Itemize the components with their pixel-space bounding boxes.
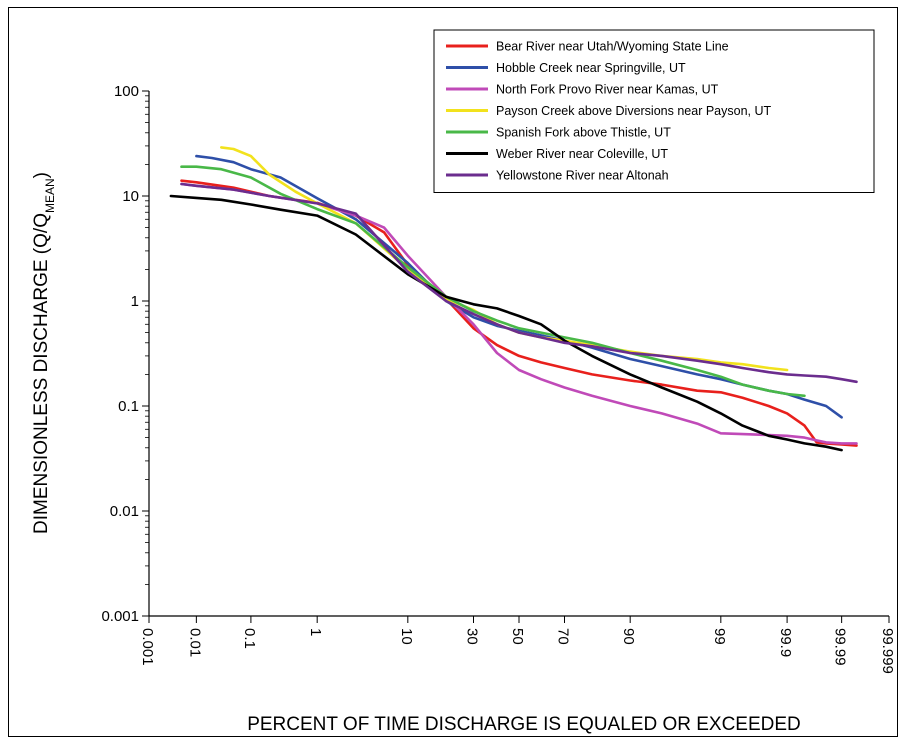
series-line-5: [180, 165, 806, 398]
legend-label: North Fork Provo River near Kamas, UT: [496, 83, 719, 97]
y-tick-label: 10: [122, 188, 139, 205]
x-tick-label: 10: [398, 628, 415, 645]
legend-label: Payson Creek above Diversions near Payso…: [496, 104, 771, 118]
series-line-6: [169, 194, 843, 452]
x-tick-label: 0.1: [241, 628, 258, 649]
legend-label: Hobble Creek near Springville, UT: [496, 61, 686, 75]
y-axis-title-main: DIMENSIONLESS DISCHARGE (Q/Q: [31, 213, 52, 534]
x-tick-label: 99.999: [879, 628, 896, 674]
x-tick-label: 50: [509, 628, 526, 645]
x-tick-label: 30: [464, 628, 481, 645]
series-layer: [169, 146, 858, 452]
legend-label: Weber River near Coleville, UT: [496, 147, 668, 161]
y-tick-label: 0.01: [110, 503, 139, 520]
series-line-1: [180, 179, 858, 447]
y-tick-label: 100: [114, 83, 139, 100]
y-axis-title: DIMENSIONLESS DISCHARGE (Q/QMEAN): [31, 172, 57, 534]
y-tick-label: 1: [131, 293, 139, 310]
legend-label: Yellowstone River near Altonah: [496, 169, 669, 183]
series-line-2: [195, 154, 843, 419]
legend-label: Bear River near Utah/Wyoming State Line: [496, 40, 729, 54]
discharge-duration-chart: 0.001 0.01 0.1 1 10 100 0.001 0.01 0.1 1 10 30 50 70 9…: [31, 29, 896, 735]
x-tick-label: 90: [620, 628, 637, 645]
legend-box: [433, 29, 875, 193]
series-line-3: [180, 182, 858, 445]
legend: Bear River near Utah/Wyoming State Line H…: [433, 29, 875, 193]
x-tick-label: 70: [554, 628, 571, 645]
series-line-7: [180, 182, 858, 384]
axes: 0.001 0.01 0.1 1 10 100 0.001 0.01 0.1 1 10 30 50 70 9…: [101, 83, 896, 674]
y-axis-title-subscript: MEAN: [43, 178, 57, 213]
y-axis-title-end: ): [31, 172, 52, 178]
legend-label: Spanish Fork above Thistle, UT: [496, 126, 671, 140]
y-tick-label: 0.001: [101, 608, 139, 625]
y-tick-label: 0.1: [118, 398, 139, 415]
x-tick-label: 0.01: [186, 628, 203, 657]
x-tick-label: 99.9: [777, 628, 794, 657]
x-tick-label: 1: [307, 628, 324, 636]
x-tick-label: 99.99: [832, 628, 849, 666]
x-tick-label: 0.001: [139, 628, 156, 666]
x-axis-title: PERCENT OF TIME DISCHARGE IS EQUALED OR …: [247, 714, 801, 735]
figure-frame: 0.001 0.01 0.1 1 10 100 0.001 0.01 0.1 1 10 30 50 70 9…: [8, 7, 898, 737]
x-tick-label: 99: [711, 628, 728, 645]
